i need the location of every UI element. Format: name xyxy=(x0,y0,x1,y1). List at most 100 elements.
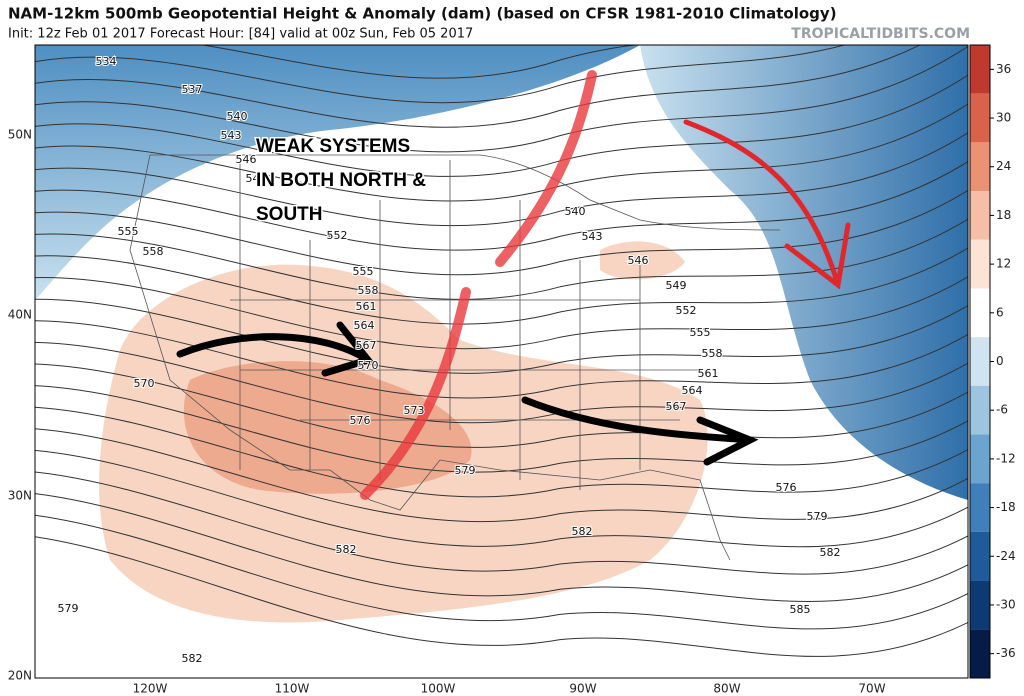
contour-label: 579 xyxy=(807,510,828,523)
colorbar-segment xyxy=(970,337,990,386)
positive-anomaly xyxy=(600,241,685,280)
contour-line xyxy=(35,536,968,657)
contour-label: 549 xyxy=(666,279,687,292)
subtitle: Init: 12z Feb 01 2017 Forecast Hour: [84… xyxy=(8,27,473,42)
contour-line xyxy=(35,45,846,104)
lon-label: 90W xyxy=(569,682,596,696)
contour-label: 555 xyxy=(118,225,139,238)
contour-label: 576 xyxy=(350,414,371,427)
colorbar-tick-label: 0 xyxy=(996,354,1004,368)
map: 534 537 540 543 546 549 552 555 558 555 558 561 564 5… xyxy=(35,45,968,678)
contour-line xyxy=(35,320,968,399)
contour-label: 567 xyxy=(666,400,687,413)
colorbar: 36 30 24 18 12 6 0 -6 -12 -18 -24 -30 -36 xyxy=(969,44,1016,679)
colorbar-tick-label: -24 xyxy=(996,549,1016,563)
colorbar-tick-label: 30 xyxy=(996,111,1011,125)
contour-line xyxy=(35,45,968,153)
contour-line xyxy=(35,247,968,325)
contour-label: 555 xyxy=(690,326,711,339)
colorbar-segment xyxy=(970,45,990,94)
lon-label: 70W xyxy=(858,682,885,696)
contour-label: 552 xyxy=(327,229,348,242)
contour-labels: 534 537 540 543 546 549 552 555 558 555 558 561 564 5… xyxy=(57,54,842,666)
colorbar-tick-label: 36 xyxy=(996,62,1011,76)
contour-label: 579 xyxy=(58,602,79,615)
contour-label: 558 xyxy=(702,347,723,360)
colorbar-tick-label: -18 xyxy=(996,500,1016,514)
contour-label: 543 xyxy=(582,230,603,243)
lat-label: 50N xyxy=(8,128,32,142)
colorbar-segment xyxy=(970,93,990,143)
contour-label: 564 xyxy=(682,384,703,397)
arrow xyxy=(521,396,759,466)
colorbar-tick-label: 12 xyxy=(996,257,1011,271)
contour-label: 558 xyxy=(358,284,379,297)
contour-line xyxy=(35,45,921,128)
colorbar-segment xyxy=(970,531,990,581)
contour-label: 546 xyxy=(236,153,257,166)
lat-label: 40N xyxy=(8,308,32,322)
contour-line xyxy=(35,189,968,276)
negative-anomaly xyxy=(35,45,640,300)
contour-label: 549 xyxy=(246,172,267,185)
contour-label: 558 xyxy=(143,245,164,258)
colorbar-tick-label: -12 xyxy=(996,451,1016,465)
annotation: WEAK SYSTEMS xyxy=(256,136,410,157)
contour-line xyxy=(35,406,968,498)
contour-label: 564 xyxy=(354,319,375,332)
colorbar-tick-label: 18 xyxy=(996,208,1011,222)
contour-label: 579 xyxy=(455,464,476,477)
contour-label: 582 xyxy=(182,652,203,665)
contour-line xyxy=(35,385,968,473)
lon-label: 120W xyxy=(133,682,168,696)
contour-label: 576 xyxy=(776,481,797,494)
colorbar-segment xyxy=(970,288,990,338)
height-contours xyxy=(35,45,968,657)
contour-line xyxy=(35,161,968,251)
contour-label: 543 xyxy=(221,129,242,142)
lon-label: 80W xyxy=(713,682,740,696)
colorbar-segment xyxy=(970,191,990,240)
watermark: TROPICALTIDBITS.COM xyxy=(791,26,970,42)
contour-label: 570 xyxy=(358,359,379,372)
contour-line xyxy=(35,103,968,202)
contour-label: 582 xyxy=(572,525,593,538)
trough-axis xyxy=(495,70,597,267)
contour-line xyxy=(35,298,968,374)
annotation: SOUTH xyxy=(256,204,323,225)
colorbar-segment xyxy=(970,580,990,630)
colorbar-tick-label: -30 xyxy=(996,597,1016,611)
colorbar-tick-label: -36 xyxy=(996,646,1016,660)
contour-label: 537 xyxy=(182,83,203,96)
borders xyxy=(129,154,781,561)
contour-label: 561 xyxy=(356,300,377,313)
arrow xyxy=(683,119,851,290)
lon-label: 110W xyxy=(275,682,310,696)
colorbar-tick-label: -6 xyxy=(996,403,1008,417)
contour-label: 582 xyxy=(820,546,841,559)
contour-label: 540 xyxy=(565,205,586,218)
colorbar-segment xyxy=(970,385,990,435)
annotation: IN BOTH NORTH & xyxy=(256,170,426,191)
contour-label: 540 xyxy=(227,110,248,123)
colorbar-segment xyxy=(970,142,990,192)
contour-label: 570 xyxy=(134,377,155,390)
contour-label: 546 xyxy=(628,254,649,267)
contour-label: 582 xyxy=(336,543,357,556)
contour-line xyxy=(35,493,968,602)
contour-line xyxy=(35,276,968,350)
colorbar-segment xyxy=(970,239,990,289)
colorbar-tick-label: 6 xyxy=(996,305,1004,319)
contour-label: 555 xyxy=(353,265,374,278)
colorbar-segment xyxy=(970,629,990,678)
lon-label: 100W xyxy=(421,682,456,696)
contour-line xyxy=(35,132,968,227)
contour-label: 561 xyxy=(698,367,719,380)
contour-label: 573 xyxy=(404,404,425,417)
contour-line xyxy=(35,471,968,575)
colorbar-segment xyxy=(970,434,990,484)
contour-line xyxy=(200,45,638,79)
axis-labels: 50N 40N 30N 20N 120W 110W 100W 90W 80W 70W xyxy=(8,128,886,696)
contour-line xyxy=(35,449,968,548)
